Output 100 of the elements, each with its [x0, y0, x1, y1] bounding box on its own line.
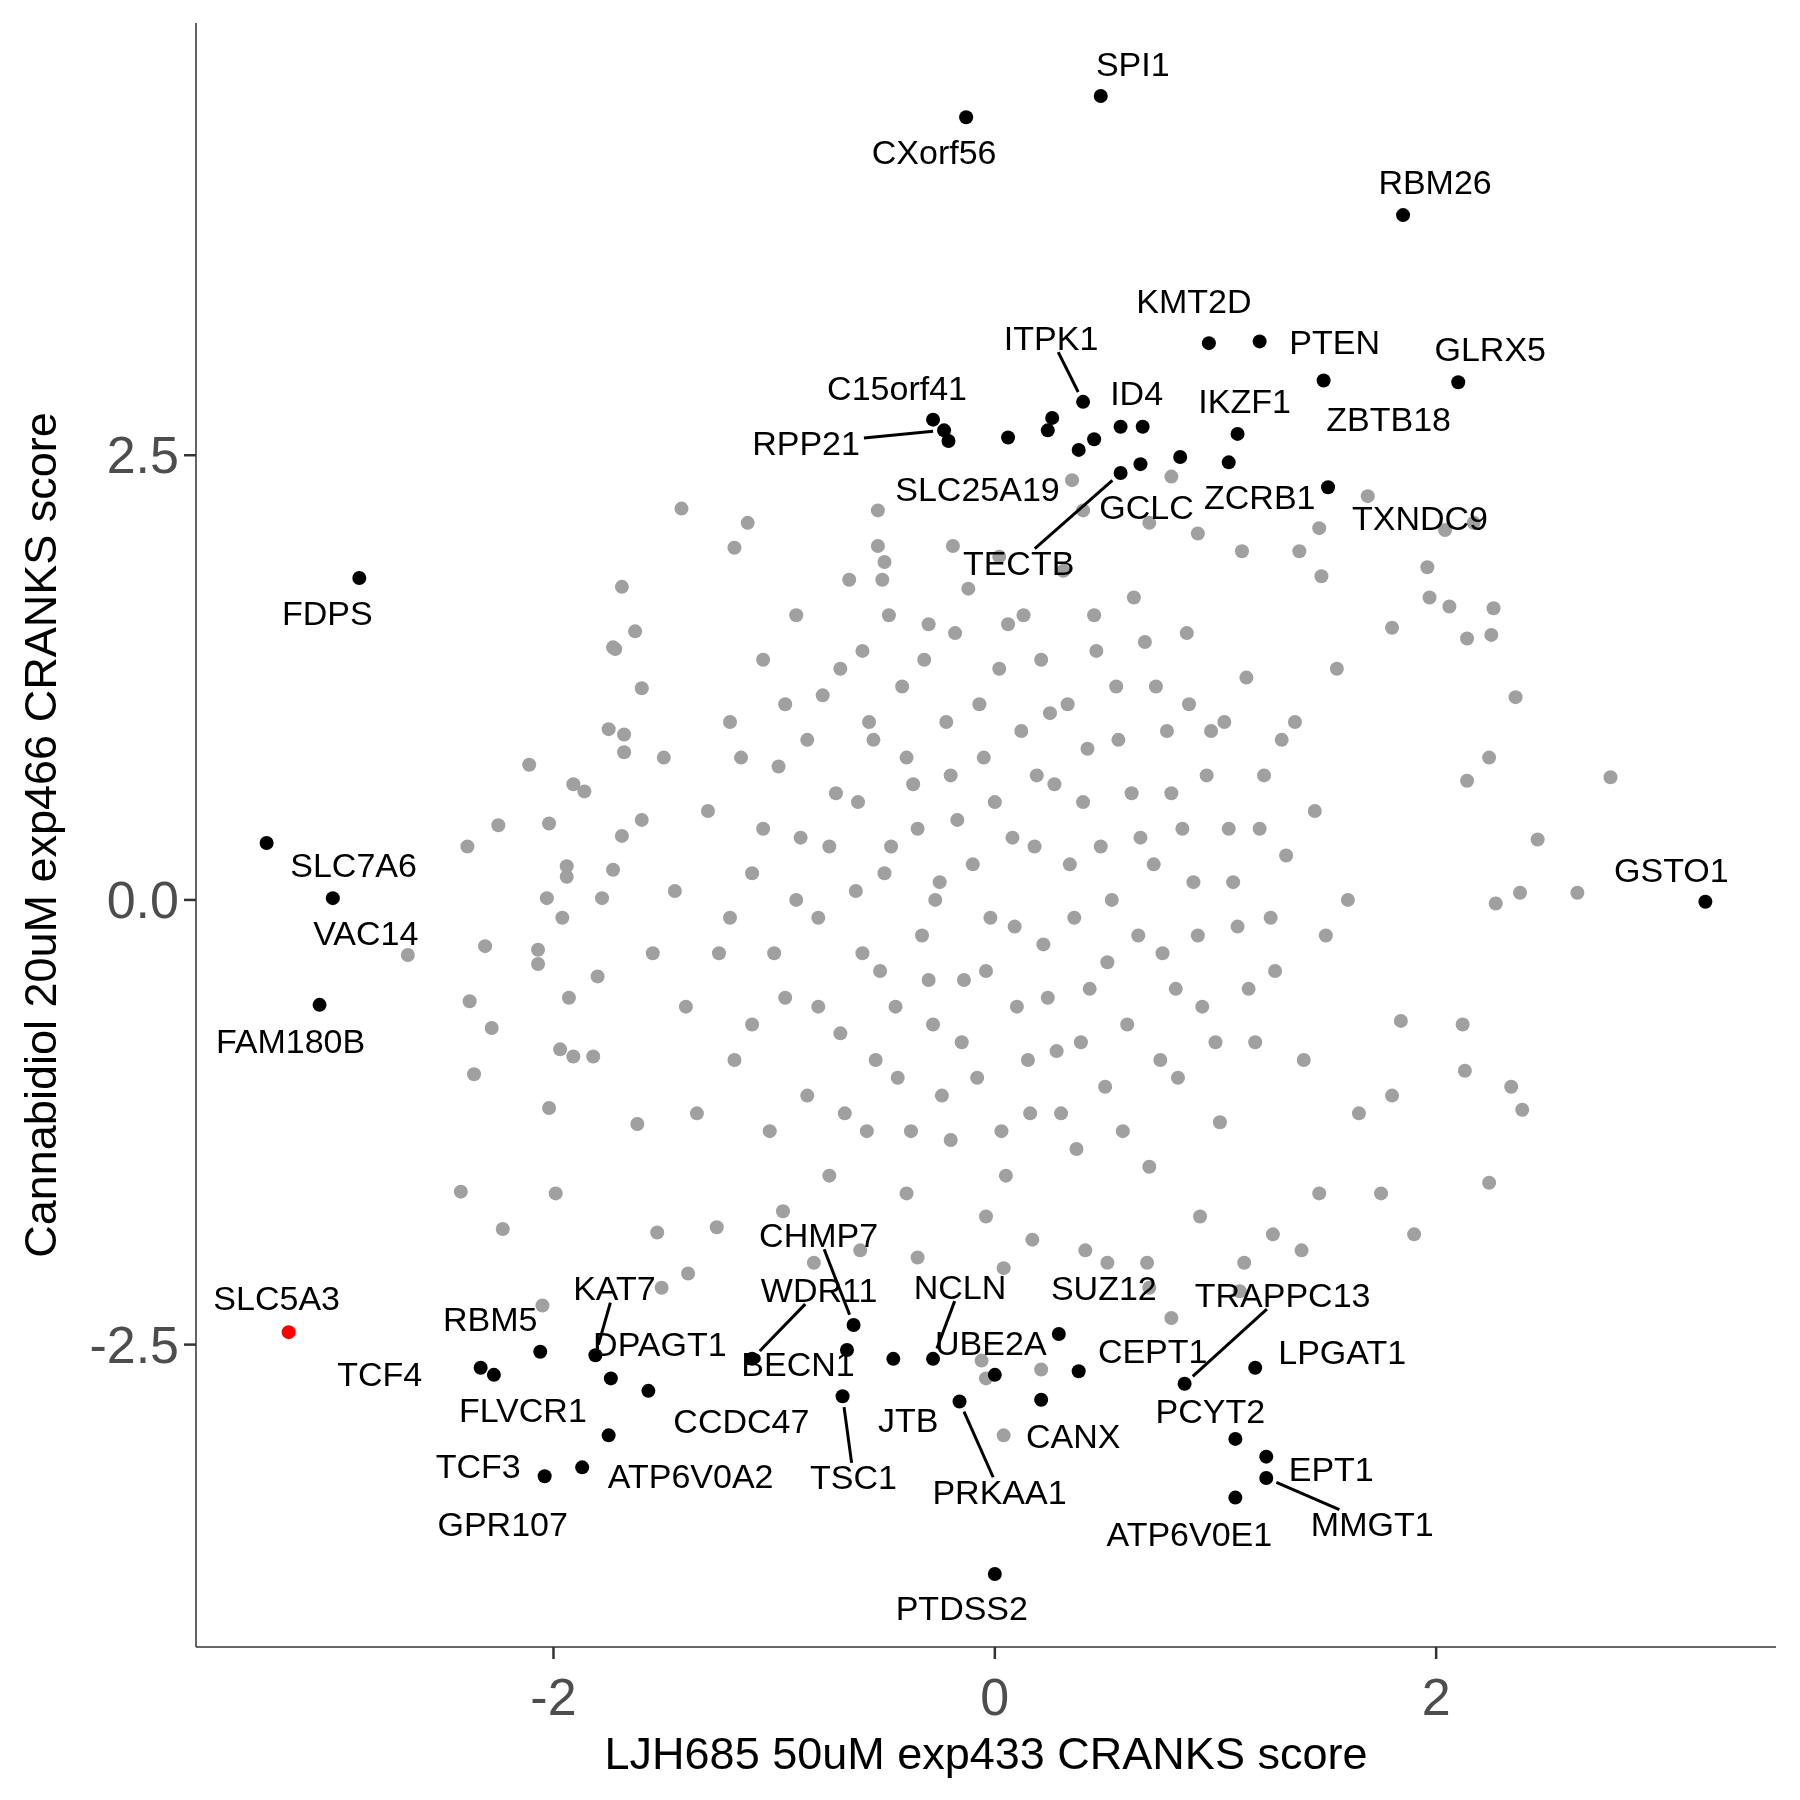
y-tick-label: -2.5 — [89, 1315, 179, 1374]
annotation: SPI1 — [1095, 44, 1170, 83]
annotation: TECTB — [962, 544, 1075, 583]
point — [1252, 334, 1267, 349]
x-tick-label: 0 — [980, 1668, 1010, 1726]
annotation: CXorf56 — [871, 133, 997, 172]
annotation: UBE2A — [935, 1323, 1047, 1362]
annotation: PTDSS2 — [895, 1589, 1028, 1628]
point — [537, 1469, 552, 1484]
annotation: CHMP7 — [759, 1216, 879, 1255]
annotation: EPT1 — [1288, 1449, 1374, 1488]
point — [259, 836, 274, 850]
point — [835, 1389, 850, 1404]
annotation: SLC25A19 — [895, 470, 1060, 509]
point — [1093, 88, 1108, 103]
annotation: TSC1 — [810, 1458, 898, 1497]
point — [1259, 1449, 1274, 1464]
annotation: FDPS — [281, 593, 373, 632]
point — [1034, 1392, 1049, 1407]
point — [886, 1351, 901, 1366]
annotation: TCF4 — [337, 1354, 423, 1393]
point — [352, 570, 367, 585]
point — [601, 1428, 616, 1443]
annotation: SLC7A6 — [290, 846, 417, 884]
y-tick-label: 0.0 — [106, 870, 179, 929]
point — [1045, 410, 1060, 425]
point — [575, 1460, 590, 1475]
point — [1396, 208, 1411, 223]
point — [533, 1344, 548, 1359]
point — [1221, 455, 1236, 470]
point — [1113, 419, 1128, 434]
annotation: GLRX5 — [1434, 330, 1546, 369]
annotation: RBM26 — [1378, 163, 1492, 202]
point — [1321, 480, 1336, 495]
point — [1076, 394, 1091, 409]
point — [1228, 1431, 1243, 1446]
point — [1230, 426, 1245, 441]
annotation: VAC14 — [313, 914, 419, 953]
annotation: FAM180B — [215, 1021, 366, 1060]
annotation: LPGAT1 — [1278, 1332, 1407, 1371]
point — [1001, 430, 1016, 445]
point — [1087, 432, 1102, 447]
annotation: ATP6V0A2 — [607, 1457, 774, 1496]
annotation: ZBTB18 — [1326, 399, 1451, 438]
annotation: TRAPPC13 — [1194, 1275, 1371, 1314]
point — [941, 434, 956, 449]
annotation: RPP21 — [752, 424, 860, 463]
annotation: SLC5A3 — [213, 1279, 340, 1318]
point — [473, 1360, 488, 1375]
annotation: GCLC — [1099, 488, 1194, 527]
point — [1173, 450, 1188, 465]
x-tick-label: -2 — [530, 1668, 577, 1726]
annotation: KAT7 — [573, 1269, 656, 1308]
point — [1133, 457, 1148, 472]
y-tick-label: 2.5 — [106, 426, 179, 485]
annotation: CCDC47 — [673, 1401, 810, 1440]
point — [937, 423, 952, 438]
point — [486, 1367, 501, 1382]
point — [1316, 373, 1331, 388]
annotation: RBM5 — [443, 1299, 538, 1338]
annotation: TCF3 — [435, 1447, 521, 1486]
point — [603, 1371, 618, 1386]
point — [1113, 466, 1128, 481]
x-axis-title: LJH685 50uM exp433 CRANKS score — [604, 1727, 1368, 1779]
point — [1071, 442, 1086, 457]
annotation: GPR107 — [437, 1505, 568, 1544]
point — [1698, 894, 1713, 909]
point — [1051, 1326, 1066, 1341]
point — [952, 1394, 967, 1409]
point — [312, 997, 327, 1012]
annotation: FLVCR1 — [458, 1390, 587, 1429]
annotation: DPAGT1 — [593, 1325, 727, 1364]
annotation: ID4 — [1110, 373, 1164, 412]
annotation: TXNDC9 — [1352, 499, 1489, 538]
point — [846, 1318, 861, 1333]
point — [281, 1325, 296, 1340]
annotation: PCYT2 — [1155, 1391, 1266, 1430]
point — [959, 110, 974, 125]
annotation: MMGT1 — [1310, 1505, 1434, 1544]
point — [1071, 1364, 1086, 1379]
point — [325, 891, 340, 906]
point — [987, 1567, 1002, 1582]
annotation: PRKAA1 — [932, 1472, 1067, 1511]
point — [1248, 1360, 1263, 1375]
annotation: JTB — [878, 1400, 939, 1439]
point — [1177, 1376, 1192, 1391]
annotation: ZCRB1 — [1204, 478, 1316, 517]
point — [1451, 375, 1466, 390]
point — [1201, 336, 1216, 351]
annotation: GSTO1 — [1614, 850, 1729, 889]
x-tick-label: 2 — [1421, 1668, 1451, 1726]
point — [1040, 423, 1055, 438]
annotation: CANX — [1025, 1416, 1121, 1455]
point — [1135, 419, 1150, 434]
point — [987, 1367, 1002, 1382]
point — [641, 1383, 656, 1398]
point — [1228, 1490, 1243, 1505]
y-axis-title: Cannabidiol 20uM exp466 CRANKS score — [14, 412, 66, 1258]
point — [926, 412, 941, 427]
annotation: IKZF1 — [1198, 381, 1291, 420]
